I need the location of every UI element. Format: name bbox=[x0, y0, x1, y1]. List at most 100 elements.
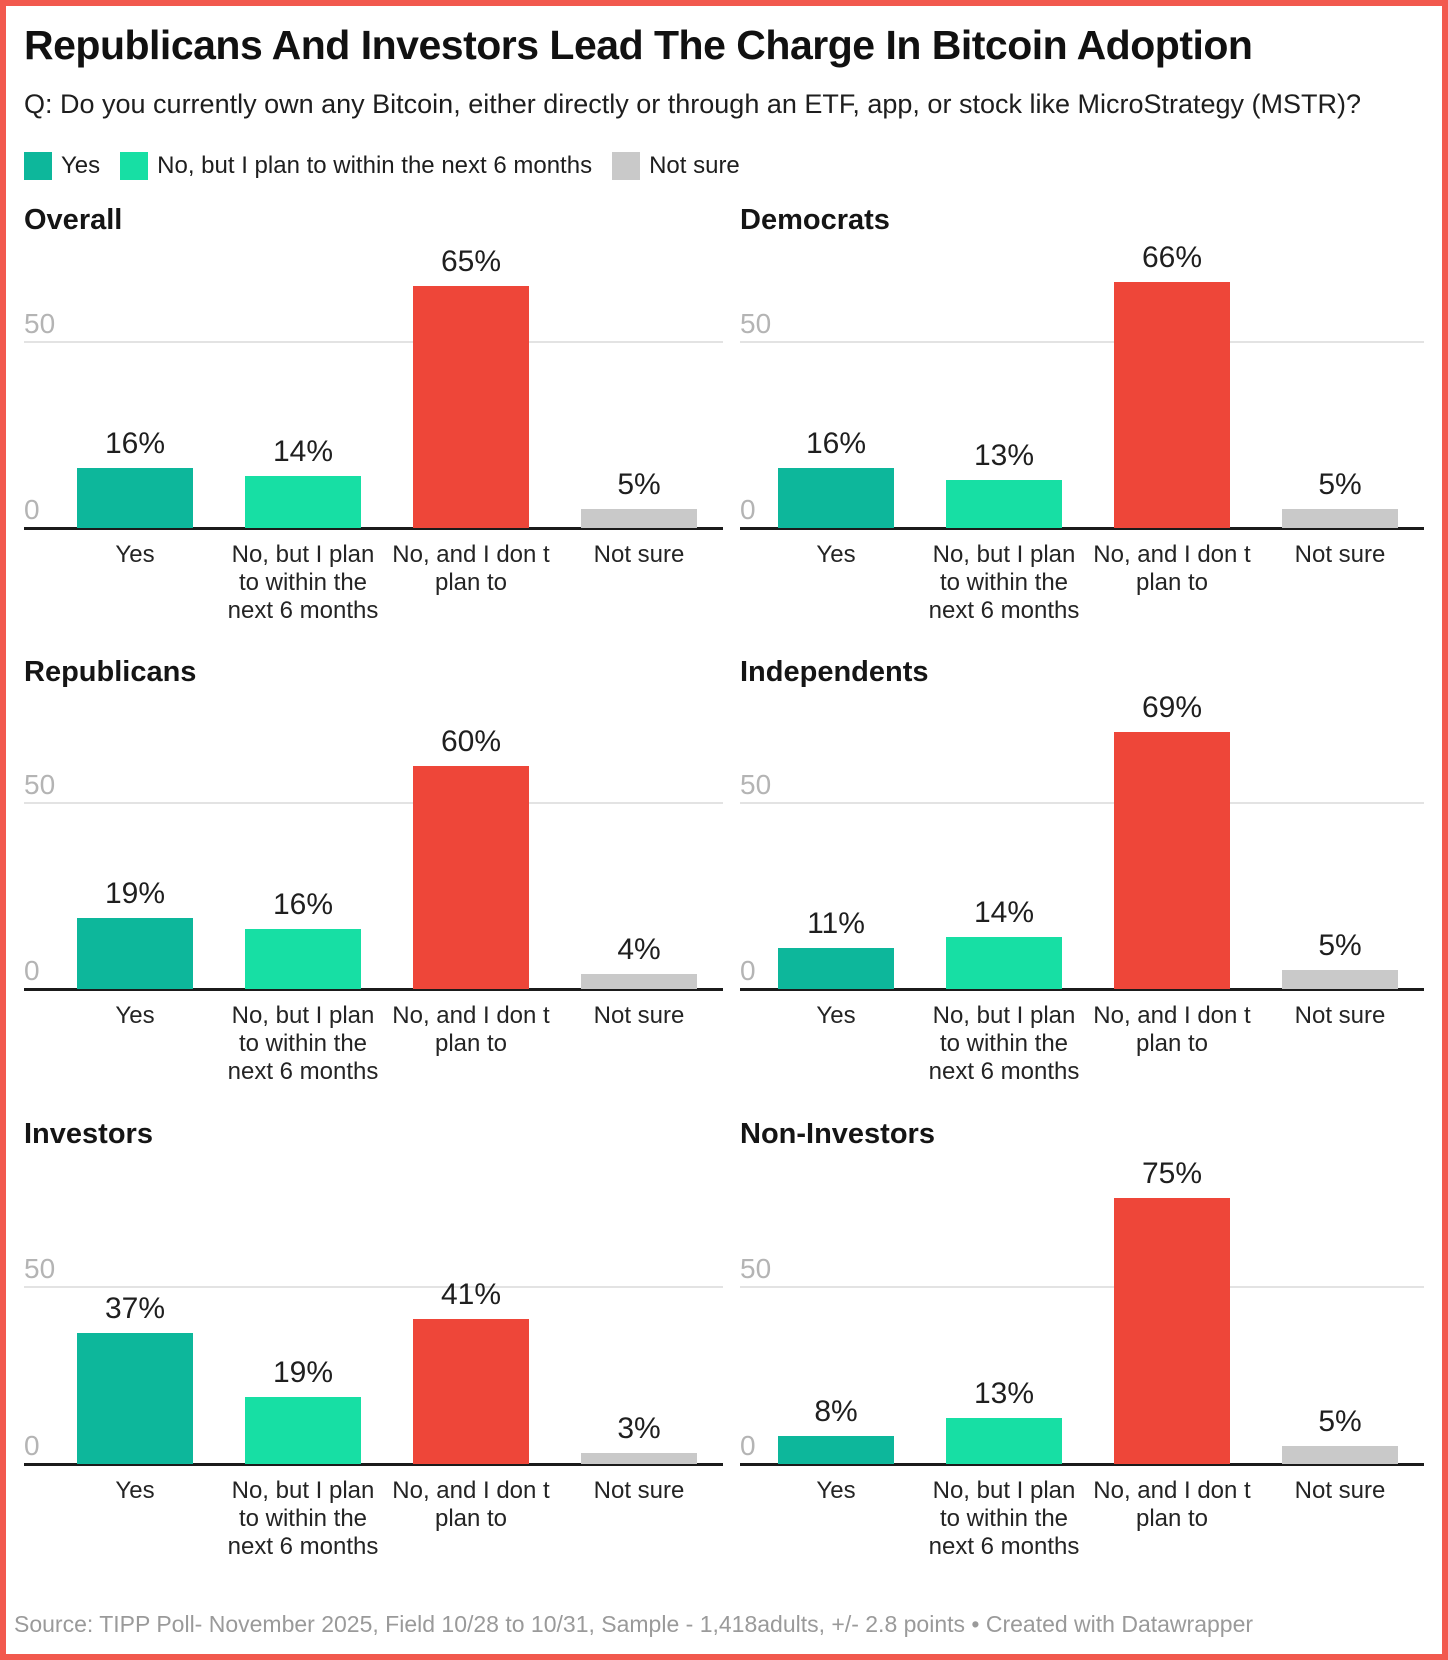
legend-swatch-icon bbox=[120, 152, 149, 180]
bar-republicans-1 bbox=[245, 929, 361, 989]
gridline-50 bbox=[24, 341, 723, 343]
category-label: No, and I don t plan to bbox=[392, 1002, 550, 1057]
y-tick-50: 50 bbox=[24, 769, 56, 800]
category-label: No, and I don t plan to bbox=[392, 541, 550, 596]
legend-swatch-icon bbox=[24, 152, 52, 180]
value-label: 3% bbox=[617, 1412, 661, 1445]
legend-swatch-icon bbox=[612, 152, 641, 180]
value-label: 16% bbox=[272, 888, 334, 921]
value-label: 5% bbox=[617, 468, 661, 501]
category-label: Not sure bbox=[1294, 541, 1386, 568]
y-tick-0: 0 bbox=[24, 1430, 40, 1461]
legend-item: No, but I plan to within the next 6 mont… bbox=[120, 152, 592, 180]
gridline-50 bbox=[24, 1286, 723, 1288]
source-note: Source: TIPP Poll- November 2025, Field … bbox=[14, 1611, 1254, 1637]
value-label: 13% bbox=[973, 439, 1035, 472]
bar-republicans-0 bbox=[77, 918, 193, 989]
bar-investors-1 bbox=[245, 1397, 361, 1464]
value-label: 69% bbox=[1141, 691, 1203, 724]
legend-item: Yes bbox=[24, 152, 100, 180]
value-label: 5% bbox=[1318, 929, 1362, 962]
y-tick-50: 50 bbox=[24, 1253, 56, 1284]
bar-democrats-0 bbox=[778, 468, 894, 528]
category-label: Not sure bbox=[1294, 1002, 1386, 1029]
value-label: 14% bbox=[272, 435, 334, 468]
bar-overall-3 bbox=[581, 509, 697, 528]
x-axis-line bbox=[740, 988, 1424, 991]
bar-non-investors-0 bbox=[778, 1436, 894, 1464]
chart-panel-non-investors: Non-Investors 50 0 8% Yes 13% No, but I plan to… bbox=[740, 1117, 1424, 1577]
bar-overall-1 bbox=[245, 476, 361, 528]
bar-independents-2 bbox=[1114, 732, 1230, 989]
category-label: No, but I plan to within the next 6 months bbox=[227, 541, 379, 624]
bar-republicans-3 bbox=[581, 974, 697, 989]
category-label: Not sure bbox=[1294, 1477, 1386, 1504]
category-label: No, and I don t plan to bbox=[1093, 541, 1251, 596]
panel-title: Non-Investors bbox=[740, 1118, 935, 1150]
bar-overall-2 bbox=[413, 286, 529, 528]
category-label: Yes bbox=[816, 541, 856, 568]
chart-question: Q: Do you currently own any Bitcoin, eit… bbox=[24, 89, 1362, 119]
bar-non-investors-1 bbox=[946, 1418, 1062, 1464]
y-tick-0: 0 bbox=[740, 494, 756, 525]
value-label: 60% bbox=[440, 725, 502, 758]
y-tick-50: 50 bbox=[740, 308, 772, 339]
bar-independents-1 bbox=[946, 937, 1062, 989]
y-tick-50: 50 bbox=[740, 1253, 772, 1284]
y-tick-0: 0 bbox=[740, 955, 756, 986]
x-axis-line bbox=[24, 1463, 723, 1466]
category-label: Yes bbox=[115, 1002, 155, 1029]
value-label: 65% bbox=[440, 245, 502, 278]
legend-item-label: Yes bbox=[61, 152, 101, 179]
value-label: 16% bbox=[104, 427, 166, 460]
panel-title: Independents bbox=[740, 656, 929, 688]
legend-item-label: No, but I plan to within the next 6 mont… bbox=[157, 152, 593, 179]
category-label: No, but I plan to within the next 6 months bbox=[227, 1477, 379, 1560]
value-label: 8% bbox=[814, 1395, 858, 1428]
value-label: 19% bbox=[104, 877, 166, 910]
category-label: Yes bbox=[816, 1477, 856, 1504]
value-label: 4% bbox=[617, 933, 661, 966]
gridline-50 bbox=[740, 341, 1424, 343]
value-label: 19% bbox=[272, 1356, 334, 1389]
gridline-50 bbox=[24, 802, 723, 804]
legend-item-label: Not sure bbox=[649, 152, 740, 179]
x-axis-line bbox=[24, 527, 723, 530]
category-label: No, and I don t plan to bbox=[1093, 1002, 1251, 1057]
y-tick-0: 0 bbox=[24, 494, 40, 525]
panel-title: Overall bbox=[24, 204, 123, 236]
category-label: Not sure bbox=[593, 1002, 685, 1029]
bar-overall-0 bbox=[77, 468, 193, 528]
gridline-50 bbox=[740, 1286, 1424, 1288]
value-label: 75% bbox=[1141, 1157, 1203, 1190]
value-label: 5% bbox=[1318, 1405, 1362, 1438]
bar-independents-0 bbox=[778, 948, 894, 989]
category-label: Not sure bbox=[593, 541, 685, 568]
bar-democrats-1 bbox=[946, 480, 1062, 528]
category-label: No, but I plan to within the next 6 months bbox=[928, 1002, 1080, 1085]
value-label: 41% bbox=[440, 1278, 502, 1311]
bar-republicans-2 bbox=[413, 766, 529, 989]
bar-investors-0 bbox=[77, 1333, 193, 1464]
chart-panel-republicans: Republicans 50 0 19% Yes 16% No, but I plan to … bbox=[24, 655, 723, 1102]
chart-title: Republicans And Investors Lead The Charg… bbox=[24, 22, 1253, 68]
value-label: 13% bbox=[973, 1377, 1035, 1410]
legend-item: Not sure bbox=[612, 152, 740, 180]
x-axis-line bbox=[740, 527, 1424, 530]
chart-panel-democrats: Democrats 50 0 16% Yes 13% No, but I plan to wi… bbox=[740, 203, 1424, 641]
category-label: Yes bbox=[115, 541, 155, 568]
value-label: 16% bbox=[805, 427, 867, 460]
value-label: 11% bbox=[807, 907, 865, 940]
category-label: No, and I don t plan to bbox=[1093, 1477, 1251, 1532]
panel-title: Democrats bbox=[740, 204, 890, 236]
y-tick-0: 0 bbox=[24, 955, 40, 986]
x-axis-line bbox=[740, 1463, 1424, 1466]
chart-panel-investors: Investors 50 0 37% Yes 19% No, but I plan to wi… bbox=[24, 1117, 723, 1577]
category-label: No, but I plan to within the next 6 months bbox=[928, 541, 1080, 624]
gridline-50 bbox=[740, 802, 1424, 804]
bar-non-investors-3 bbox=[1282, 1446, 1398, 1464]
bar-independents-3 bbox=[1282, 970, 1398, 989]
category-label: Yes bbox=[816, 1002, 856, 1029]
value-label: 5% bbox=[1318, 468, 1362, 501]
category-label: No, but I plan to within the next 6 months bbox=[227, 1002, 379, 1085]
